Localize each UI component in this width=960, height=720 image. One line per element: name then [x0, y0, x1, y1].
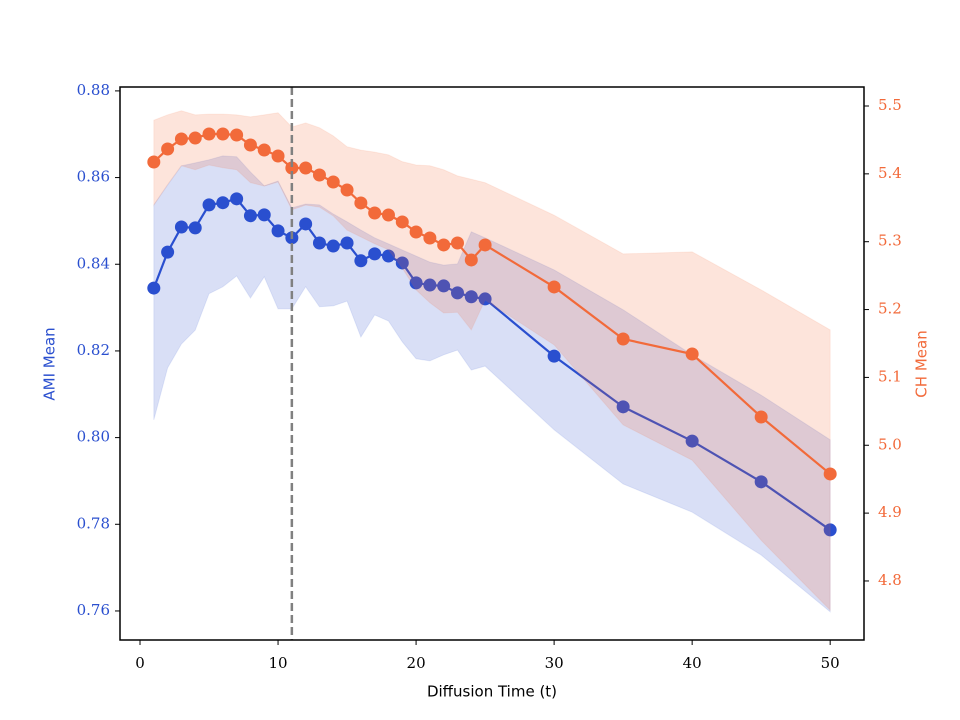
- marker: [257, 208, 271, 222]
- marker: [216, 127, 230, 141]
- marker: [299, 161, 313, 175]
- marker: [243, 138, 257, 152]
- marker: [354, 254, 368, 268]
- marker: [312, 236, 326, 250]
- plot-frame: [119, 86, 865, 641]
- marker: [174, 220, 188, 234]
- y-axis-label: AMI Mean: [41, 327, 59, 400]
- x-tick-label: 50: [821, 654, 840, 672]
- marker: [271, 149, 285, 163]
- y-tick-label: 0.82: [77, 341, 110, 359]
- marker: [478, 238, 492, 252]
- y2-tick-label: 4.8: [878, 571, 902, 589]
- marker: [450, 236, 464, 250]
- marker: [299, 217, 313, 231]
- marker: [395, 256, 409, 270]
- x-tick-label: 30: [545, 654, 564, 672]
- marker: [547, 349, 561, 363]
- y2-tick-label: 5.4: [878, 164, 902, 182]
- marker: [464, 290, 478, 304]
- marker: [257, 143, 271, 157]
- y-tick-label: 0.86: [77, 168, 110, 186]
- y-tick-label: 0.78: [77, 514, 110, 532]
- marker: [423, 231, 437, 245]
- marker: [230, 128, 244, 142]
- marker: [823, 523, 837, 537]
- y-tick-label: 0.80: [77, 428, 110, 446]
- y-tick-label: 0.76: [77, 601, 110, 619]
- x-tick-label: 20: [407, 654, 426, 672]
- marker: [395, 215, 409, 229]
- marker: [161, 142, 175, 156]
- marker: [271, 224, 285, 238]
- marker: [285, 161, 299, 175]
- marker: [685, 347, 699, 361]
- x-axis-label: Diffusion Time (t): [427, 683, 557, 701]
- y2-tick-label: 5.1: [878, 367, 902, 385]
- x-tick-label: 40: [683, 654, 702, 672]
- marker: [437, 279, 451, 293]
- marker: [326, 239, 340, 253]
- marker: [754, 410, 768, 424]
- marker: [478, 292, 492, 306]
- marker: [616, 332, 630, 346]
- marker: [437, 238, 451, 252]
- marker: [823, 467, 837, 481]
- marker: [340, 183, 354, 197]
- marker: [754, 475, 768, 489]
- marker: [464, 253, 478, 267]
- y-tick-label: 0.88: [77, 81, 110, 99]
- marker: [547, 280, 561, 294]
- marker: [409, 225, 423, 239]
- y2-tick-label: 4.9: [878, 503, 902, 521]
- x-tick-label: 10: [269, 654, 288, 672]
- marker: [409, 276, 423, 290]
- marker: [243, 209, 257, 223]
- y2-tick-label: 5.0: [878, 435, 902, 453]
- marker: [326, 175, 340, 189]
- y2-axis-label: CH Mean: [913, 330, 931, 397]
- marker: [423, 278, 437, 292]
- marker: [312, 168, 326, 182]
- marker: [174, 132, 188, 146]
- y2-tick-label: 5.2: [878, 300, 902, 318]
- marker: [230, 192, 244, 206]
- x-tick-label: 0: [135, 654, 145, 672]
- y-tick-label: 0.84: [77, 254, 110, 272]
- marker: [202, 127, 216, 141]
- marker: [188, 221, 202, 235]
- marker: [450, 286, 464, 300]
- marker: [147, 155, 161, 169]
- marker: [216, 196, 230, 210]
- marker: [616, 400, 630, 414]
- marker: [368, 247, 382, 261]
- marker: [381, 249, 395, 263]
- marker: [368, 206, 382, 220]
- marker: [685, 434, 699, 448]
- y2-tick-label: 5.3: [878, 232, 902, 250]
- y2-tick-label: 5.5: [878, 96, 902, 114]
- marker: [340, 236, 354, 250]
- marker: [147, 281, 161, 295]
- marker: [202, 198, 216, 212]
- marker: [354, 196, 368, 210]
- marker: [161, 245, 175, 259]
- marker: [188, 131, 202, 145]
- marker: [381, 208, 395, 222]
